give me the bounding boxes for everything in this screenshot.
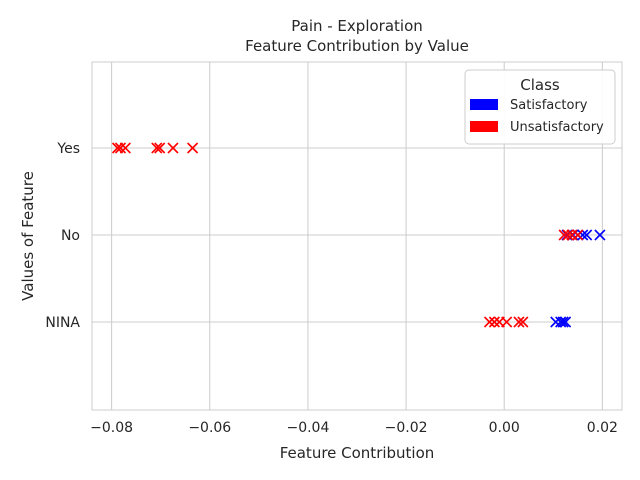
y-tick-label: No	[61, 228, 80, 244]
data-point-unsatisfactory	[187, 142, 199, 154]
data-point-unsatisfactory	[572, 229, 584, 241]
data-point-unsatisfactory	[562, 229, 574, 241]
data-point-satisfactory	[559, 316, 572, 328]
data-point-unsatisfactory	[483, 316, 496, 328]
x-tick-label: −0.02	[385, 420, 428, 436]
data-point-unsatisfactory	[167, 142, 179, 154]
legend: Class Satisfactory Unsatisfactory	[464, 69, 616, 145]
legend-label-satisfactory: Satisfactory	[510, 98, 588, 113]
legend-title: Class	[520, 76, 560, 94]
data-point-unsatisfactory	[501, 316, 513, 328]
legend-label-unsatisfactory: Unsatisfactory	[510, 120, 604, 135]
x-tick-label: −0.04	[286, 420, 329, 436]
y-tick-label: NINA	[45, 315, 80, 331]
y-tick-label: Yes	[56, 141, 80, 157]
y-axis-label: Values of Feature	[19, 171, 37, 301]
data-points	[111, 142, 606, 328]
x-axis-label: Feature Contribution	[280, 444, 435, 462]
data-point-satisfactory	[594, 229, 606, 241]
x-tick-label: −0.06	[188, 420, 231, 436]
data-point-unsatisfactory	[151, 142, 163, 154]
x-tick-label: 0.02	[587, 420, 618, 436]
legend-swatch-unsatisfactory	[470, 121, 498, 132]
data-point-satisfactory	[557, 316, 569, 328]
legend-box	[464, 69, 616, 145]
grid	[92, 62, 622, 410]
y-tick-labels: Yes No NINA	[45, 141, 80, 331]
data-point-satisfactory	[555, 316, 567, 328]
data-point-unsatisfactory	[558, 229, 570, 241]
data-point-unsatisfactory	[513, 316, 525, 328]
data-point-unsatisfactory	[119, 142, 131, 154]
chart-title: Pain - Exploration	[291, 17, 423, 35]
x-tick-label: −0.08	[90, 420, 133, 436]
chart-subtitle: Feature Contribution by Value	[245, 37, 469, 55]
data-point-satisfactory	[577, 229, 589, 241]
data-point-unsatisfactory	[154, 142, 166, 154]
data-point-unsatisfactory	[517, 316, 529, 328]
data-point-unsatisfactory	[111, 142, 124, 154]
x-tick-labels: −0.08 −0.06 −0.04 −0.02 0.00 0.02	[90, 420, 618, 436]
legend-swatch-satisfactory	[470, 99, 498, 110]
data-point-unsatisfactory	[114, 142, 127, 154]
data-point-unsatisfactory	[488, 316, 500, 328]
data-point-satisfactory	[581, 229, 593, 241]
x-tick-label: 0.00	[489, 420, 520, 436]
